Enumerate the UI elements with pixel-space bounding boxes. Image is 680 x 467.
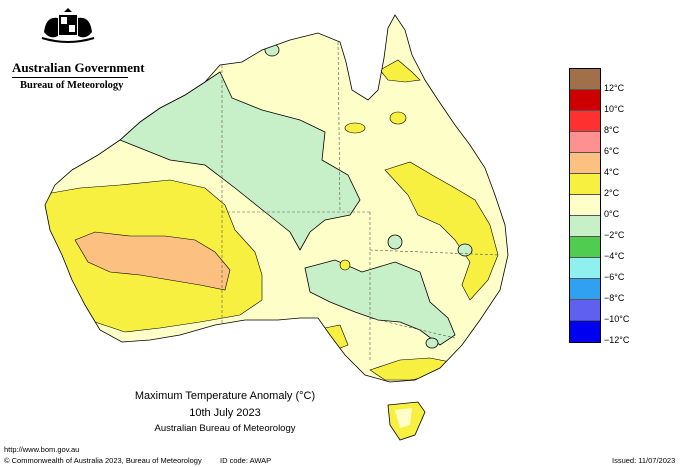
legend-label: −10°C — [604, 314, 630, 324]
legend-swatch — [570, 195, 600, 216]
footer-id-code: ID code: AWAP — [220, 456, 272, 465]
government-name: Australian Government — [12, 60, 145, 75]
legend-label: 10°C — [604, 104, 625, 114]
legend-label: −6°C — [604, 272, 625, 282]
legend-swatch — [570, 258, 600, 279]
legend-label: 12°C — [604, 83, 625, 93]
legend-label: 4°C — [604, 167, 620, 177]
legend-swatch — [570, 321, 600, 342]
legend-swatch — [570, 279, 600, 300]
tasmania-interior — [395, 408, 412, 428]
legend-swatch — [570, 111, 600, 132]
map-title: Maximum Temperature Anomaly (°C) — [134, 390, 316, 402]
header-divider — [12, 77, 128, 78]
coat-of-arms-icon — [41, 8, 95, 43]
legend-swatch — [570, 300, 600, 321]
anomaly-zone-2-to-4-east — [384, 161, 499, 301]
color-legend — [569, 68, 601, 343]
legend-label: 8°C — [604, 125, 620, 135]
legend-swatch — [570, 174, 600, 195]
map-date: 10th July 2023 — [189, 407, 261, 419]
footer-issued: Issued: 11/07/2023 — [612, 456, 676, 465]
anomaly-zone-2-to-4-cape-york — [379, 59, 421, 83]
legend-swatch — [570, 69, 600, 90]
footer-url[interactable]: http://www.bom.gov.au — [4, 445, 80, 454]
legend-swatch — [570, 237, 600, 258]
australia-coastline — [44, 14, 509, 383]
anomaly-zone-minus2-to-0-southeast — [304, 259, 456, 346]
anomaly-zone-4-to-6 — [74, 231, 231, 291]
legend-swatch — [570, 216, 600, 237]
anomaly-blob-2 — [387, 234, 403, 250]
legend-label: 0°C — [604, 209, 620, 219]
legend-swatch — [570, 153, 600, 174]
anomaly-blob-6 — [339, 259, 351, 271]
legend-label: −8°C — [604, 293, 625, 303]
state-borders — [221, 41, 501, 362]
anomaly-blob-3 — [457, 243, 473, 257]
anomaly-blob-1 — [389, 111, 407, 125]
footer-copyright: © Commonwealth of Australia 2023, Bureau… — [4, 456, 202, 465]
anomaly-blob-5 — [264, 43, 280, 57]
legend-label: −2°C — [604, 230, 625, 240]
map-source: Australian Bureau of Meteorology — [154, 423, 296, 434]
legend-label: −4°C — [604, 251, 625, 261]
anomaly-blob-7 — [344, 122, 366, 134]
legend-swatch — [570, 132, 600, 153]
agency-name: Bureau of Meteorology — [20, 80, 124, 91]
legend-label: −12°C — [604, 335, 630, 345]
legend-swatch — [570, 90, 600, 111]
legend-label: 2°C — [604, 188, 620, 198]
legend-label: 6°C — [604, 146, 620, 156]
anomaly-blob-4 — [425, 337, 439, 349]
